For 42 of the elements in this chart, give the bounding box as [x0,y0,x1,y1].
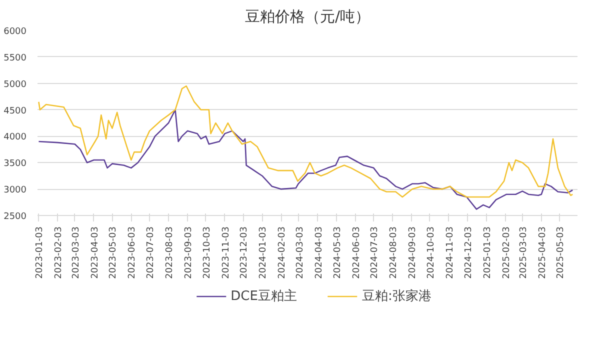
x-tick-label: 2023-09-03 [184,226,194,279]
x-tick-label: 2024-03-03 [295,226,306,279]
x-tick-label: 2023-03-03 [71,226,82,279]
y-tick-label: 3000 [4,186,27,196]
chart-title: 豆粕价格（元/吨） [244,8,370,26]
y-tick-label: 5000 [4,80,27,90]
x-tick-label: 2024-02-03 [278,226,288,279]
x-tick-label: 2024-01-03 [258,226,269,279]
x-tick-label: 2023-08-03 [165,226,176,279]
line-series [38,85,574,198]
y-tick-label: 5500 [4,53,27,64]
x-tick-label: 2024-10-03 [426,226,436,279]
x-tick-label: 2023-12-03 [240,226,250,279]
y-tick-label: 2500 [4,212,27,222]
x-tick-label: 2024-06-03 [352,226,362,279]
x-tick-label: 2025-04-03 [538,226,548,279]
line-series [38,109,574,210]
x-tick-label: 2024-08-03 [389,226,400,279]
x-tick-label: 2023-05-03 [108,226,119,279]
x-tick-label: 2025-01-03 [482,226,493,279]
x-tick-label: 2025-05-03 [556,226,566,279]
x-tick-label: 2025-02-03 [502,226,512,279]
x-tick-label: 2025-03-03 [518,226,529,279]
y-tick-label: 4500 [4,106,27,116]
y-tick-label: 4000 [4,132,27,143]
x-tick-label: 2024-09-03 [408,226,418,279]
legend-label: DCE豆粕主 [230,288,297,305]
x-tick-label: 2023-06-03 [128,226,138,279]
y-tick-label: 6000 [4,27,27,37]
x-tick-label: 2023-02-03 [54,226,64,279]
legend-label: 豆粕:张家港 [362,288,432,305]
x-tick-label: 2023-10-03 [202,226,212,279]
x-tick-label: 2023-04-03 [90,226,100,279]
x-tick-label: 2024-12-03 [464,226,474,279]
x-tick-label: 2023-01-03 [35,226,46,279]
x-tick-label: 2024-05-03 [332,226,343,279]
x-tick-label: 2024-07-03 [370,226,380,279]
x-tick-label: 2023-07-03 [146,226,156,279]
y-tick-label: 3500 [4,159,27,170]
x-tick-label: 2024-04-03 [314,226,324,279]
x-tick-label: 2023-11-03 [221,226,232,279]
x-tick-label: 2024-11-03 [445,226,456,279]
